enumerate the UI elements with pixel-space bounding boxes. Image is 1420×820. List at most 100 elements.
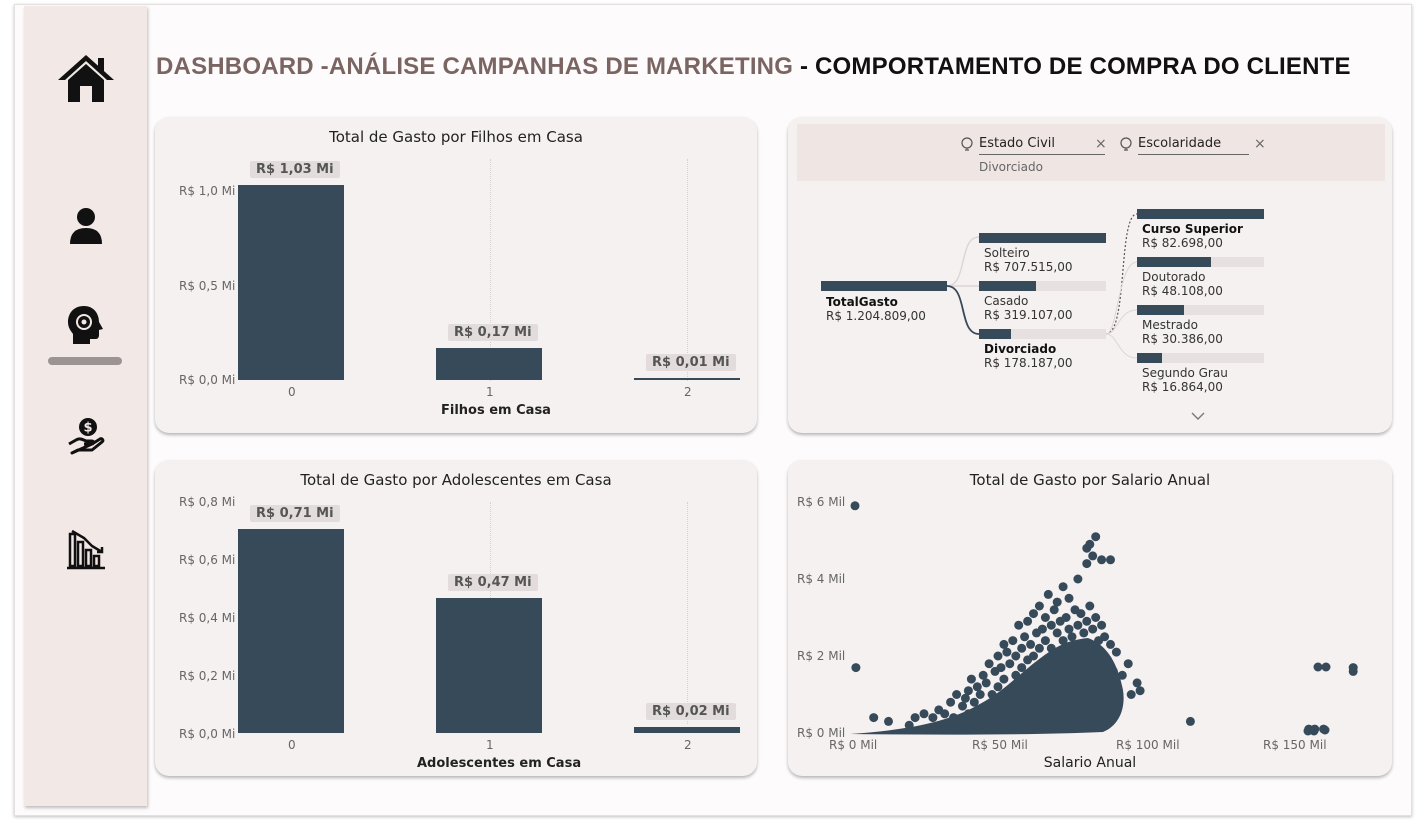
scatter-point[interactable] bbox=[978, 670, 988, 680]
scatter-point[interactable] bbox=[1106, 639, 1115, 649]
tree-level2-node[interactable]: Doutorado R$ 48.108,00 bbox=[1142, 270, 1223, 298]
scatter-point[interactable] bbox=[1185, 716, 1195, 726]
bar-1[interactable] bbox=[436, 598, 542, 733]
scatter-point[interactable] bbox=[1017, 663, 1027, 673]
scatter-point[interactable] bbox=[1046, 620, 1056, 630]
scatter-point[interactable] bbox=[946, 697, 956, 707]
scatter-point[interactable] bbox=[1011, 651, 1021, 661]
scatter-point[interactable] bbox=[966, 674, 976, 684]
scatter-point[interactable] bbox=[910, 713, 920, 723]
bar-2[interactable] bbox=[634, 727, 740, 733]
scatter-point[interactable] bbox=[1023, 616, 1033, 626]
scatter-point[interactable] bbox=[919, 709, 929, 719]
scatter-point[interactable] bbox=[1100, 632, 1110, 642]
filter-estado-civil[interactable]: Estado Civil bbox=[979, 136, 1055, 151]
scatter-point[interactable] bbox=[1002, 647, 1012, 657]
scatter-point[interactable] bbox=[1058, 636, 1068, 646]
tree-level2-node[interactable]: Segundo Grau R$ 16.864,00 bbox=[1142, 366, 1228, 394]
scatter-point[interactable] bbox=[984, 659, 994, 669]
scatter-point[interactable] bbox=[1076, 609, 1086, 619]
scatter-point[interactable] bbox=[993, 682, 1003, 692]
scatter-point[interactable] bbox=[1085, 601, 1095, 611]
scatter-point[interactable] bbox=[869, 713, 879, 723]
scatter-point[interactable] bbox=[969, 697, 979, 707]
scatter-point[interactable] bbox=[1082, 616, 1092, 626]
scatter-point[interactable] bbox=[1064, 624, 1074, 634]
scatter-point[interactable] bbox=[1014, 620, 1024, 630]
bar-0[interactable] bbox=[238, 185, 344, 380]
scatter-point[interactable] bbox=[1097, 620, 1107, 630]
nav-home[interactable] bbox=[24, 52, 147, 106]
nav-tendencia[interactable] bbox=[24, 528, 147, 570]
scatter-point[interactable] bbox=[1049, 605, 1059, 615]
tree-level2-node[interactable]: Mestrado R$ 30.386,00 bbox=[1142, 318, 1223, 346]
tree-level1-node[interactable]: Casado R$ 319.107,00 bbox=[984, 294, 1073, 322]
scatter-point[interactable] bbox=[1088, 551, 1098, 561]
scatter-point[interactable] bbox=[952, 690, 962, 699]
chevron-down-icon[interactable] bbox=[1190, 411, 1206, 421]
scatter-point[interactable] bbox=[1313, 662, 1323, 672]
scatter-point[interactable] bbox=[1043, 589, 1053, 599]
scatter-point[interactable] bbox=[999, 674, 1009, 684]
scatter-point[interactable] bbox=[1348, 666, 1358, 676]
scatter-point[interactable] bbox=[940, 709, 950, 719]
scatter-point[interactable] bbox=[993, 651, 1003, 661]
scatter-point[interactable] bbox=[1020, 632, 1030, 642]
scatter-point[interactable] bbox=[1309, 726, 1319, 736]
scatter-point[interactable] bbox=[1135, 686, 1145, 696]
scatter-point[interactable] bbox=[1029, 651, 1038, 661]
tree-level1-node[interactable]: Divorciado R$ 178.187,00 bbox=[984, 342, 1073, 370]
nav-financeiro[interactable]: $ bbox=[24, 416, 147, 456]
scatter-point[interactable] bbox=[1079, 628, 1089, 638]
tree-level1-node[interactable]: Solteiro R$ 707.515,00 bbox=[984, 246, 1073, 274]
scatter-point[interactable] bbox=[1073, 574, 1083, 584]
scatter-point[interactable] bbox=[928, 713, 938, 723]
scatter-point[interactable] bbox=[1117, 670, 1127, 680]
scatter-point[interactable] bbox=[1029, 609, 1038, 619]
scatter-point[interactable] bbox=[958, 701, 967, 711]
scatter-point[interactable] bbox=[1034, 601, 1044, 611]
scatter-point[interactable] bbox=[975, 690, 985, 699]
scatter-point[interactable] bbox=[963, 686, 973, 696]
scatter-point[interactable] bbox=[1037, 624, 1047, 634]
scatter-point[interactable] bbox=[850, 501, 860, 511]
scatter-point[interactable] bbox=[1052, 597, 1062, 607]
scatter-point[interactable] bbox=[1040, 636, 1050, 646]
scatter-point[interactable] bbox=[1082, 559, 1092, 569]
scatter-point[interactable] bbox=[981, 678, 991, 688]
bar-0[interactable] bbox=[238, 529, 344, 733]
tree-level2-node[interactable]: Curso Superior R$ 82.698,00 bbox=[1142, 222, 1243, 250]
bar-2[interactable] bbox=[634, 378, 740, 380]
filter-escolaridade[interactable]: Escolaridade bbox=[1138, 136, 1222, 151]
scatter-point[interactable] bbox=[1126, 690, 1136, 699]
bar-1[interactable] bbox=[436, 348, 542, 380]
scatter-point[interactable] bbox=[884, 716, 893, 726]
scatter-point[interactable] bbox=[1321, 662, 1331, 672]
scatter-point[interactable] bbox=[1061, 613, 1071, 622]
scatter-point[interactable] bbox=[1123, 659, 1133, 669]
scatter-point[interactable] bbox=[1073, 620, 1083, 630]
scatter-point[interactable] bbox=[1088, 624, 1098, 634]
scatter-point[interactable] bbox=[1040, 613, 1050, 622]
scatter-point[interactable] bbox=[1132, 678, 1142, 688]
scatter-point[interactable] bbox=[1052, 628, 1062, 638]
nav-cliente[interactable] bbox=[24, 206, 147, 246]
scatter-point[interactable] bbox=[1005, 659, 1015, 669]
scatter-point[interactable] bbox=[1111, 647, 1121, 657]
remove-escolaridade-icon[interactable]: × bbox=[1254, 136, 1266, 152]
scatter-point[interactable] bbox=[1064, 593, 1074, 603]
scatter-point[interactable] bbox=[1034, 643, 1044, 653]
scatter-point[interactable] bbox=[996, 663, 1006, 673]
scatter-point[interactable] bbox=[972, 682, 982, 692]
scatter-point[interactable] bbox=[1008, 636, 1018, 646]
scatter-point[interactable] bbox=[999, 639, 1009, 649]
scatter-point[interactable] bbox=[1091, 532, 1101, 542]
scatter-point[interactable] bbox=[1097, 555, 1107, 565]
scatter-point[interactable] bbox=[960, 693, 970, 703]
remove-estado-civil-icon[interactable]: × bbox=[1095, 136, 1107, 152]
scatter-point[interactable] bbox=[1026, 639, 1036, 649]
tree-root-node[interactable]: TotalGasto R$ 1.204.809,00 bbox=[826, 295, 926, 323]
scatter-point[interactable] bbox=[1106, 555, 1115, 565]
scatter-point[interactable] bbox=[1067, 632, 1077, 642]
scatter-point[interactable] bbox=[1017, 643, 1027, 653]
